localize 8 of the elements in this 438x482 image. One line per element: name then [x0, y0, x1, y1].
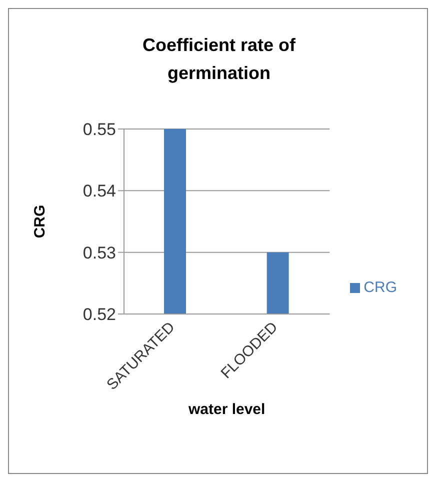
y-axis-title: CRG	[31, 204, 48, 238]
y-tick-label: 0.54	[82, 182, 116, 201]
y-tick-label: 0.53	[82, 243, 116, 262]
legend-label: CRG	[364, 279, 397, 296]
chart-title: Coefficient rate of germination	[141, 34, 297, 85]
x-axis-title: water level	[187, 401, 266, 418]
y-tick-label: 0.52	[82, 305, 116, 324]
y-tick-label: 0.55	[82, 120, 116, 140]
